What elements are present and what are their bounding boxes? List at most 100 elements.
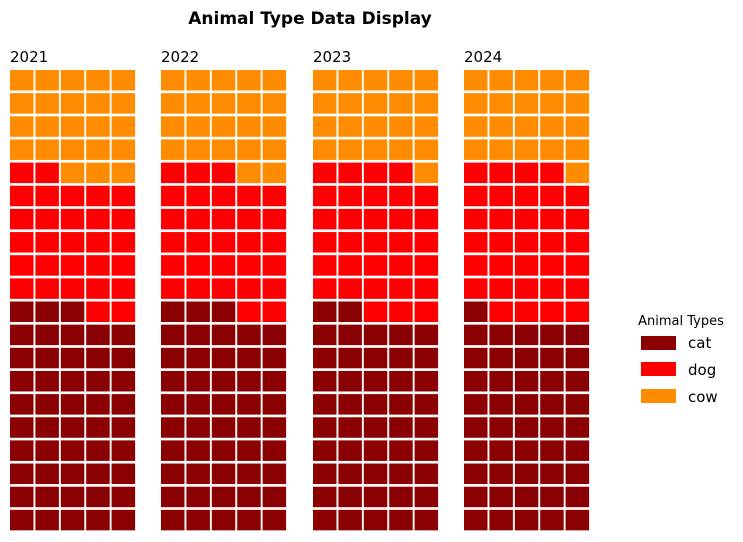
waffle-cell-cat [489, 347, 513, 369]
waffle-cell-dog [237, 185, 261, 207]
waffle-cell-cat [514, 370, 539, 392]
waffle-cell-cat [514, 509, 539, 531]
waffle-cell-cat [211, 463, 236, 485]
waffle-cell-cat [237, 394, 261, 415]
waffle-cell-cat [86, 324, 110, 346]
waffle-cell-cat [389, 440, 413, 461]
waffle-cell-dog [186, 208, 210, 230]
waffle-cell-cat [35, 347, 59, 369]
waffle-cell-cow [338, 70, 362, 91]
waffle-cell-dog [464, 278, 488, 299]
waffle-cell-cat [414, 417, 439, 438]
waffle-cell-dog [565, 185, 590, 207]
waffle-cell-dog [111, 255, 136, 276]
waffle-cell-cow [262, 93, 287, 114]
waffle-cell-dog [363, 255, 388, 276]
waffle-cell-cat [565, 324, 590, 346]
waffle-cell-cow [338, 93, 362, 114]
waffle-cell-cow [35, 116, 59, 137]
waffle-cell-cat [489, 509, 513, 531]
waffle-cell-cow [111, 139, 136, 160]
waffle-cell-cat [565, 370, 590, 392]
waffle-cell-dog [313, 232, 337, 253]
waffle-cell-dog [161, 208, 185, 230]
waffle-cell-dog [389, 255, 413, 276]
waffle-cell-cat [35, 463, 59, 485]
waffle-cell-cat [86, 463, 110, 485]
waffle-cell-dog [35, 278, 59, 299]
waffle-cell-cat [161, 417, 185, 438]
waffle-cell-cat [514, 394, 539, 415]
waffle-cell-cat [414, 509, 439, 531]
waffle-cell-cow [161, 93, 185, 114]
waffle-panel: 2023 [313, 48, 439, 531]
waffle-cell-cat [86, 370, 110, 392]
waffle-cell-cow [363, 139, 388, 160]
panel-label: 2021 [10, 48, 48, 66]
waffle-cell-cat [464, 394, 488, 415]
waffle-cell-dog [60, 232, 85, 253]
waffle-cell-cow [60, 116, 85, 137]
panel-label: 2022 [161, 48, 199, 66]
waffle-cell-cat [10, 463, 34, 485]
waffle-cell-dog [414, 208, 439, 230]
waffle-cell-dog [514, 255, 539, 276]
waffle-cell-cat [489, 394, 513, 415]
waffle-cell-cow [338, 116, 362, 137]
waffle-cell-dog [237, 255, 261, 276]
waffle-cell-cat [540, 347, 564, 369]
waffle-cell-cat [111, 486, 136, 508]
legend-swatch [641, 362, 676, 376]
waffle-cell-cat [338, 370, 362, 392]
waffle-cell-dog [363, 301, 388, 322]
waffle-cell-cow [313, 116, 337, 137]
waffle-cell-dog [10, 208, 34, 230]
waffle-cell-cat [363, 440, 388, 461]
waffle-cell-cat [514, 417, 539, 438]
legend-swatch [641, 389, 676, 403]
waffle-cell-dog [540, 278, 564, 299]
waffle-cell-cat [338, 463, 362, 485]
legend-item: dog [641, 361, 716, 379]
waffle-cell-cat [111, 324, 136, 346]
waffle-cell-cat [237, 370, 261, 392]
waffle-cell-cat [414, 370, 439, 392]
waffle-cell-cow [489, 116, 513, 137]
waffle-cell-dog [540, 185, 564, 207]
waffle-cell-cow [363, 70, 388, 91]
waffle-cell-cow [363, 93, 388, 114]
waffle-cell-cow [540, 116, 564, 137]
waffle-cell-cat [10, 440, 34, 461]
waffle-cell-cat [111, 347, 136, 369]
waffle-cell-cat [111, 370, 136, 392]
waffle-cell-dog [489, 278, 513, 299]
waffle-cell-dog [111, 301, 136, 322]
waffle-cell-cow [514, 70, 539, 91]
waffle-cell-cat [389, 347, 413, 369]
waffle-cell-cat [211, 394, 236, 415]
waffle-cell-cow [86, 70, 110, 91]
waffle-cell-cat [10, 347, 34, 369]
waffle-cell-cow [10, 116, 34, 137]
waffle-cell-cow [86, 162, 110, 184]
waffle-cell-cat [514, 463, 539, 485]
waffle-cell-cat [211, 417, 236, 438]
waffle-cell-cat [464, 347, 488, 369]
waffle-cell-cat [514, 440, 539, 461]
waffle-cell-cat [540, 394, 564, 415]
waffle-cell-cow [414, 70, 439, 91]
waffle-cell-cow [514, 139, 539, 160]
waffle-cell-dog [86, 278, 110, 299]
waffle-cell-cat [338, 486, 362, 508]
waffle-cell-cat [60, 463, 85, 485]
waffle-cell-dog [60, 255, 85, 276]
waffle-cell-dog [211, 278, 236, 299]
waffle-cell-cat [389, 417, 413, 438]
panel-cells [161, 70, 287, 531]
waffle-cell-cat [338, 394, 362, 415]
chart-title: Animal Type Data Display [188, 9, 431, 29]
waffle-cell-cat [237, 417, 261, 438]
waffle-cell-dog [60, 185, 85, 207]
waffle-cell-dog [414, 255, 439, 276]
waffle-cell-cat [464, 509, 488, 531]
